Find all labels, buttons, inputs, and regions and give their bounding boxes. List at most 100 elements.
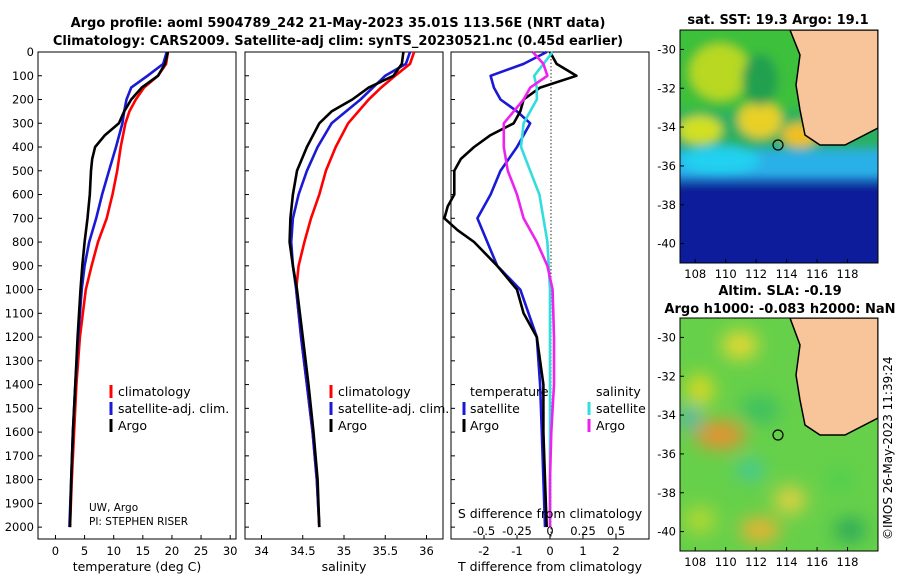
- map-lat-label: -32: [657, 369, 676, 383]
- temperature-x-label: temperature (deg C): [73, 559, 202, 574]
- x-tick-label: 10: [106, 544, 121, 558]
- depth-tick-label: 600: [12, 188, 34, 202]
- legend-climatology-label: climatology: [338, 384, 411, 399]
- depth-tick-label: 400: [12, 140, 34, 154]
- legend-temperature-heading: temperature: [470, 384, 549, 399]
- x-tick-label: 5: [81, 544, 88, 558]
- map-lat-label: -40: [657, 525, 676, 539]
- map-lon-label: 114: [776, 267, 798, 281]
- map-lon-label: 108: [684, 267, 706, 281]
- depth-tick-label: 700: [12, 211, 34, 225]
- sst-argo-position-marker: [772, 139, 784, 151]
- sla-land-mass: [789, 318, 878, 436]
- legend-satellite-label: satellite-adj. clim.: [118, 401, 229, 416]
- map-lat-label: -38: [657, 486, 676, 500]
- legend-s-argo-label: Argo: [596, 418, 625, 433]
- depth-tick-label: 1700: [5, 449, 34, 463]
- salinity-x-label: salinity: [322, 559, 367, 574]
- map-lon-label: 110: [715, 555, 737, 569]
- difference-profile-panel: -2 -1 0 1 2 S difference from climatology -0…: [443, 50, 650, 574]
- sst-land-mass: [789, 30, 878, 146]
- p3-salinity-satellite-line: [519, 51, 554, 528]
- sla-map-title2: Argo h1000: -0.083 h2000: NaN: [664, 302, 895, 317]
- x-tick-label: 1: [579, 544, 586, 558]
- legend-argo-label: Argo: [338, 418, 367, 433]
- credit-line2: PI: STEPHEN RISER: [89, 516, 188, 528]
- x-tick-label: 20: [165, 544, 180, 558]
- map-lat-label: -40: [657, 237, 676, 251]
- legend-s-satellite-label: satellite: [596, 401, 646, 416]
- salinity-legend: climatology satellite-adj. clim. Argo: [329, 384, 449, 433]
- x-tick-label: 0: [52, 544, 59, 558]
- depth-tick-label: 1600: [5, 425, 34, 439]
- figure-title-line2: Climatology: CARS2009. Satellite-adj cli…: [53, 34, 623, 49]
- x-tick-label: -1: [511, 544, 522, 558]
- s-difference-label: S difference from climatology: [458, 506, 643, 521]
- x-tick-label: 30: [223, 544, 238, 558]
- map-lat-label: -32: [657, 81, 676, 95]
- legend-salinity-heading: salinity: [596, 384, 641, 399]
- map-lat-label: -38: [657, 198, 676, 212]
- map-lon-label: 112: [745, 555, 767, 569]
- sst-map-title: sat. SST: 19.3 Argo: 19.1: [687, 13, 868, 28]
- depth-tick-label: 1000: [5, 283, 34, 297]
- t-difference-label: T difference from climatology: [457, 559, 643, 574]
- legend-t-argo-label: Argo: [470, 418, 499, 433]
- map-lon-label: 112: [745, 267, 767, 281]
- temperature-axes-frame: [37, 51, 237, 540]
- x-tick-label: 36: [419, 544, 434, 558]
- temperature-profile-panel: 0100200300400500600700800900100011001200…: [5, 45, 238, 574]
- depth-tick-label: 300: [12, 116, 34, 130]
- figure-title-line1: Argo profile: aoml 5904789_242 21-May-20…: [71, 16, 606, 31]
- legend-climatology-label: climatology: [118, 384, 191, 399]
- x-tick-label: 15: [136, 544, 151, 558]
- legend-t-satellite-label: satellite: [470, 401, 520, 416]
- depth-tick-label: 1900: [5, 496, 34, 510]
- depth-tick-label: 1800: [5, 473, 34, 487]
- map-lon-label: 116: [806, 555, 828, 569]
- sla-map-title1: Altim. SLA: -0.19: [718, 284, 841, 299]
- sst-map: 108 110 112 114 116 118 -30 -32 -34 -36 -38 -40: [657, 29, 879, 281]
- x-tick-label: 25: [194, 544, 209, 558]
- depth-tick-label: 200: [12, 93, 34, 107]
- p3-temperature-satellite-line: [476, 50, 548, 528]
- credit-line1: UW, Argo: [89, 502, 138, 514]
- x-tick-label: 34: [254, 544, 269, 558]
- depth-tick-label: 100: [12, 69, 34, 83]
- map-lat-label: -30: [657, 42, 676, 56]
- p3-salinity-argo-line: [502, 51, 556, 528]
- map-lat-label: -30: [657, 330, 676, 344]
- p1-argo-line: [68, 51, 170, 528]
- difference-legend: temperature satellite Argo salinity sate…: [462, 384, 646, 433]
- depth-tick-label: 1100: [5, 306, 34, 320]
- s-diff-tick-label: -0.25: [502, 524, 532, 538]
- depth-tick-label: 800: [12, 235, 34, 249]
- legend-argo-label: Argo: [118, 418, 147, 433]
- s-diff-tick-label: -0.5: [473, 524, 495, 538]
- depth-tick-label: 900: [12, 259, 34, 273]
- imos-timestamp: ©IMOS 26-May-2023 11:39:24: [881, 356, 895, 540]
- s-diff-tick-label: 0: [546, 524, 553, 538]
- map-lat-label: -36: [657, 447, 676, 461]
- p3-temperature-argo-line: [443, 51, 578, 528]
- legend-satellite-label: satellite-adj. clim.: [338, 401, 449, 416]
- x-tick-label: 34.5: [290, 544, 316, 558]
- depth-tick-label: 1400: [5, 378, 34, 392]
- s-diff-tick-label: 0.5: [607, 524, 625, 538]
- x-tick-label: -2: [478, 544, 489, 558]
- s-diff-tick-label: 0.25: [570, 524, 596, 538]
- x-tick-label: 35.5: [372, 544, 398, 558]
- p2-satellite-adj-clim--line: [289, 51, 412, 528]
- depth-tick-label: 2000: [5, 520, 34, 534]
- sla-map: 108 110 112 114 116 118 -30 -32 -34 -36 -38 -40: [657, 317, 879, 569]
- map-lon-label: 108: [684, 555, 706, 569]
- map-lon-label: 118: [837, 267, 859, 281]
- temperature-legend: climatology satellite-adj. clim. Argo: [109, 384, 229, 433]
- map-lat-label: -34: [657, 408, 676, 422]
- depth-tick-label: 0: [27, 45, 34, 59]
- sla-argo-position-marker: [772, 429, 784, 441]
- depth-tick-label: 500: [12, 164, 34, 178]
- map-lat-label: -34: [657, 120, 676, 134]
- map-lon-label: 114: [776, 555, 798, 569]
